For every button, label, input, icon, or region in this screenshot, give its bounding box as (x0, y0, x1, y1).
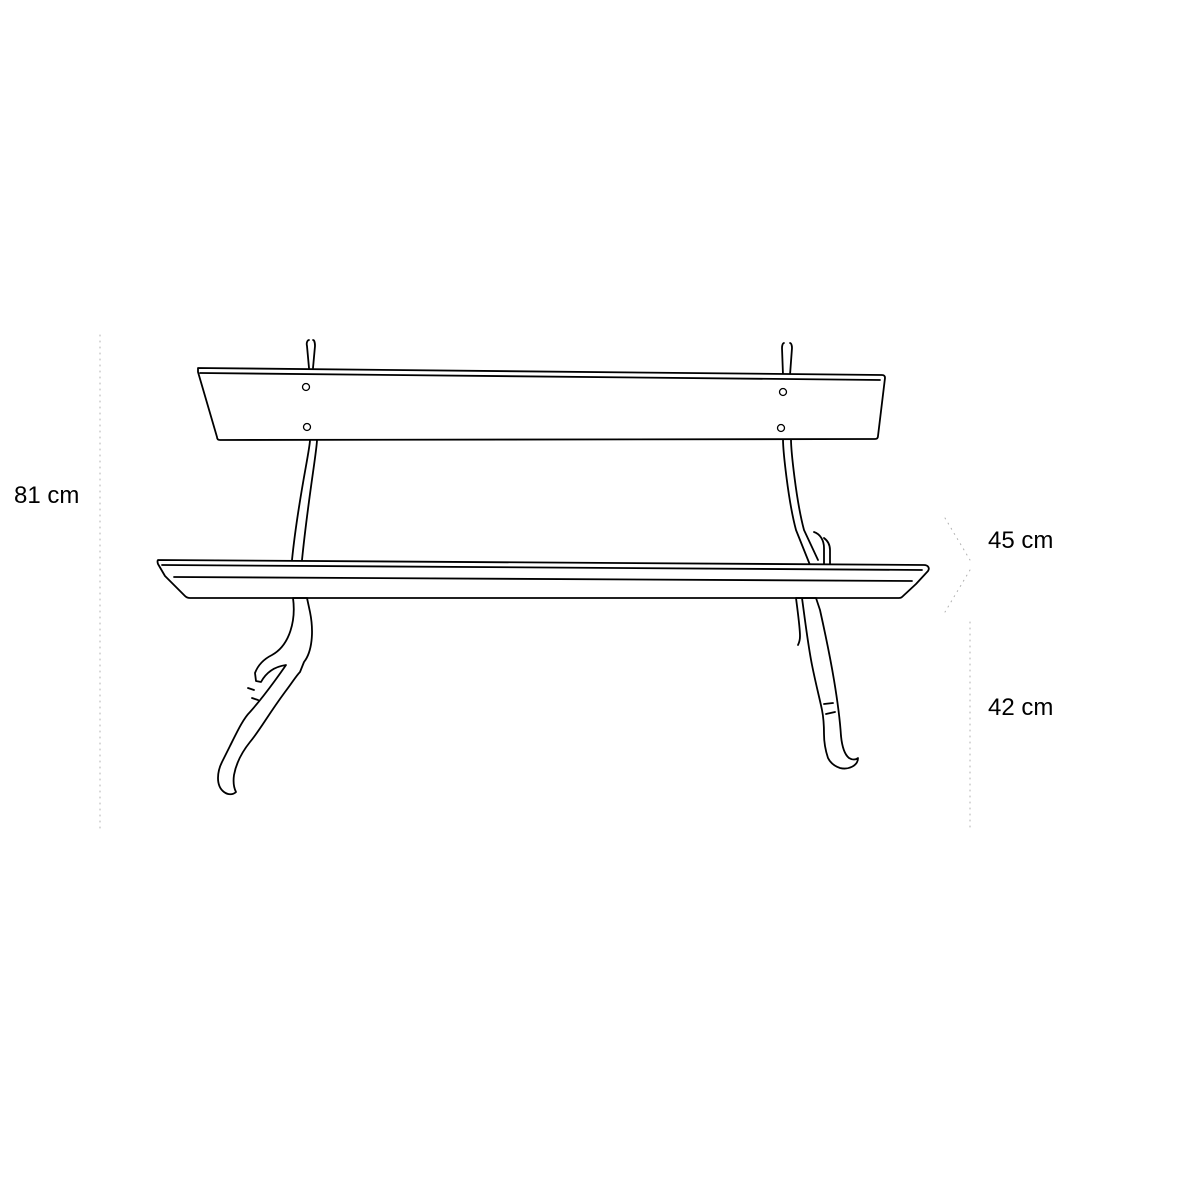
diagram-stage: 81 cm 45 cm 42 cm (0, 0, 1200, 1200)
dimension-label-depth: 45 cm (988, 527, 1053, 555)
dimension-label-seat-height: 42 cm (988, 694, 1053, 722)
bench-outline (158, 340, 929, 794)
dimension-label-height: 81 cm (14, 482, 79, 510)
bench-dimension-drawing (0, 0, 1200, 1200)
